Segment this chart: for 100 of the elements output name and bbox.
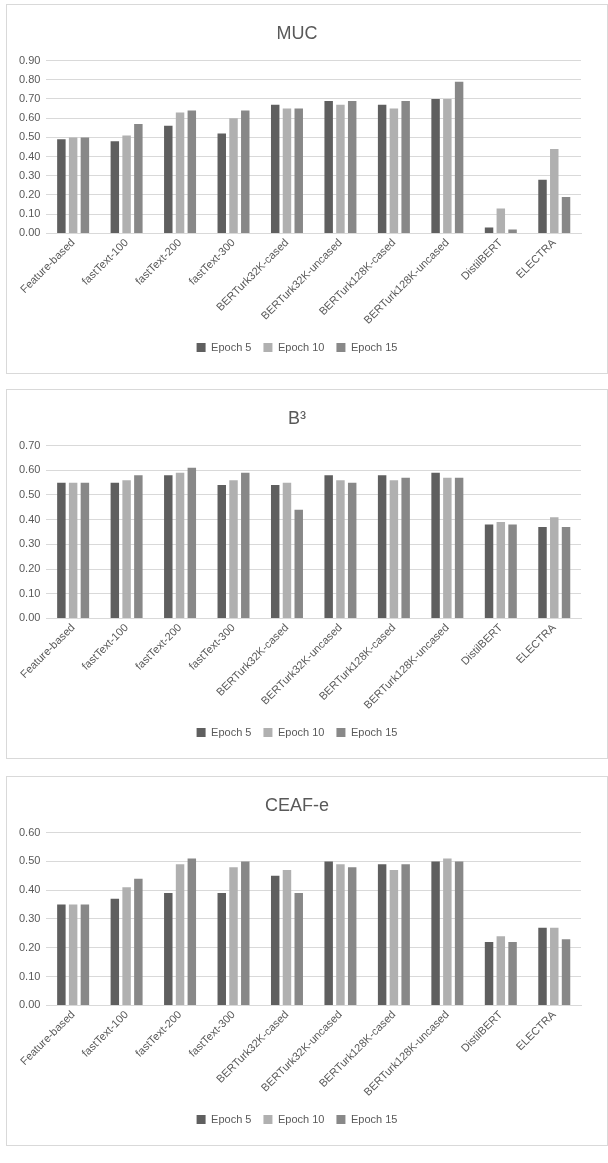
bar [57,139,66,233]
y-tick-label: 0.40 [18,149,41,162]
y-tick-label: 0.40 [18,883,41,896]
bar [68,482,78,618]
y-tick-label: 0.10 [18,969,41,982]
bar [134,123,143,233]
chart-title: CEAF-e [264,794,330,815]
bar [561,196,571,233]
bar [110,141,120,233]
y-tick-label: 0.30 [18,537,41,550]
y-tick-label: 0.40 [18,512,41,525]
bar [324,475,333,618]
legend-label: Epoch 15 [350,1112,398,1125]
bar [508,942,517,1005]
bar [110,898,120,1005]
y-tick-label: 0.20 [18,188,41,201]
y-tick-label: 0.60 [18,463,41,476]
bar [389,480,399,618]
legend-label: Epoch 10 [277,340,325,353]
bar [336,104,345,233]
y-tick-label: 0.20 [18,562,41,575]
bar [229,118,238,233]
bar [80,482,90,618]
bar [294,893,303,1005]
bar [443,477,452,618]
bar [164,893,173,1005]
bar [282,482,292,618]
y-tick-label: 0.00 [18,998,41,1011]
bar [282,870,292,1005]
bar [187,467,197,618]
bar [229,480,238,618]
y-tick-label: 0.30 [18,912,41,925]
bar [187,858,197,1005]
bar [347,100,357,233]
bar [550,517,559,618]
y-tick-label: 0.10 [18,586,41,599]
bar [164,475,173,618]
bar [401,100,410,233]
bar [538,179,547,233]
bar [538,527,547,618]
bar [175,864,185,1005]
legend-label: Epoch 5 [211,1112,252,1125]
legend-label: Epoch 10 [277,1112,325,1125]
y-tick-label: 0.30 [18,168,41,181]
bar [122,887,131,1005]
y-tick-label: 0.70 [18,438,41,451]
y-tick-label: 0.00 [18,226,41,239]
bar [57,904,66,1005]
bar [187,110,197,233]
bar [431,472,440,618]
y-tick-label: 0.70 [18,92,41,105]
bar [270,485,280,618]
bar [550,927,559,1005]
bar [454,861,464,1005]
bar [401,864,410,1005]
legend-label: Epoch 5 [211,725,252,738]
y-tick-label: 0.00 [18,611,41,624]
bar [377,864,387,1005]
bar [241,472,250,618]
bar [270,104,280,233]
bar [270,875,280,1005]
bar [217,485,226,618]
bar [294,509,303,618]
bar [336,480,345,618]
bar [241,110,250,233]
bar [454,477,464,618]
bar [122,135,131,233]
bar [538,927,547,1005]
y-tick-label: 0.20 [18,940,41,953]
bar [217,133,226,233]
bar [508,524,517,618]
bar [282,108,292,233]
bar [175,112,185,233]
bar [164,125,173,233]
bar [561,939,571,1005]
bar [431,861,440,1005]
bar [443,99,452,233]
chart-title: B³ [288,407,307,428]
legend-label: Epoch 15 [350,725,398,738]
bar [57,482,66,618]
legend-label: Epoch 5 [211,340,252,353]
y-tick-label: 0.50 [18,854,41,867]
y-tick-label: 0.60 [18,111,41,124]
legend-label: Epoch 10 [277,725,325,738]
bar [431,99,440,233]
bar [110,482,120,618]
bar [175,472,185,618]
legend-label: Epoch 15 [350,340,398,353]
bar [80,904,90,1005]
bar [80,137,90,233]
bar [68,137,78,233]
bar [324,861,333,1005]
bar [561,527,571,618]
bar [454,81,464,233]
y-tick-label: 0.10 [18,207,41,220]
bar [336,864,345,1005]
y-tick-label: 0.50 [18,488,41,500]
bar [550,148,559,233]
bar [68,904,78,1005]
bar [496,522,506,618]
